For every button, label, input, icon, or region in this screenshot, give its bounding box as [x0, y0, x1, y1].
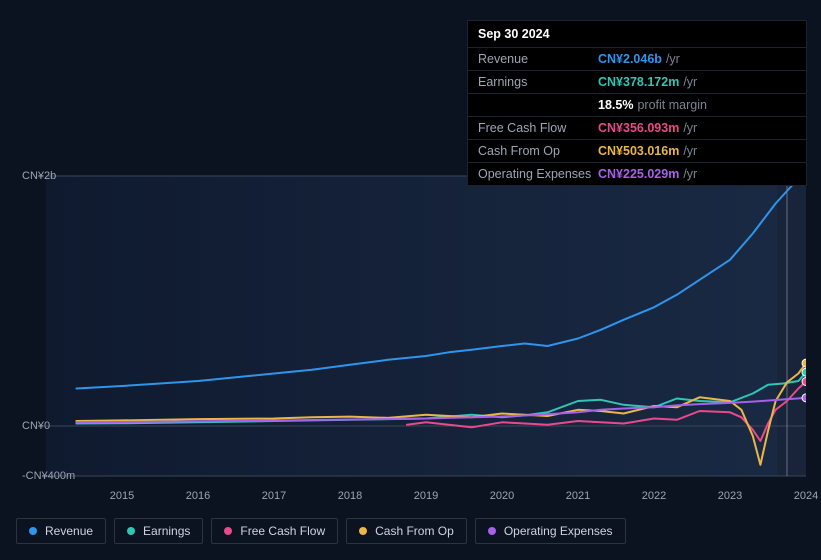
legend-item[interactable]: Earnings: [114, 518, 203, 544]
legend: Revenue Earnings Free Cash Flow Cash From O…: [16, 518, 626, 544]
legend-item[interactable]: Free Cash Flow: [211, 518, 338, 544]
tooltip-row-label: Earnings: [478, 75, 598, 89]
tooltip-row: EarningsCN¥378.172m/yr: [468, 70, 806, 93]
legend-label: Earnings: [143, 524, 190, 538]
legend-label: Operating Expenses: [504, 524, 613, 538]
tooltip-row-label: Cash From Op: [478, 144, 598, 158]
tooltip-row-unit: /yr: [683, 121, 697, 135]
tooltip-row: Cash From OpCN¥503.016m/yr: [468, 139, 806, 162]
legend-label: Cash From Op: [375, 524, 454, 538]
tooltip-panel: Sep 30 2024 RevenueCN¥2.046b/yrEarningsC…: [467, 20, 807, 186]
tooltip-row-value: 18.5%: [598, 98, 633, 112]
legend-item[interactable]: Operating Expenses: [475, 518, 626, 544]
tooltip-row-value: CN¥503.016m: [598, 144, 679, 158]
x-tick-label: 2022: [642, 490, 666, 502]
tooltip-row-unit: /yr: [666, 52, 680, 66]
tooltip-row-label: Free Cash Flow: [478, 121, 598, 135]
legend-dot-icon: [224, 527, 232, 535]
x-tick-label: 2021: [566, 490, 590, 502]
tooltip-row-unit: /yr: [683, 167, 697, 181]
tooltip-row: 18.5% profit margin: [468, 93, 806, 116]
x-tick-label: 2023: [718, 490, 742, 502]
chart-svg: [16, 158, 806, 483]
tooltip-row-unit: /yr: [683, 144, 697, 158]
y-tick-label: CN¥2b: [22, 170, 56, 182]
x-tick-label: 2015: [110, 490, 134, 502]
x-tick-label: 2020: [490, 490, 514, 502]
tooltip-row-unit: profit margin: [637, 98, 706, 112]
tooltip-row-label: Revenue: [478, 52, 598, 66]
legend-label: Free Cash Flow: [240, 524, 325, 538]
y-tick-label: -CN¥400m: [22, 470, 75, 482]
tooltip-row: Operating ExpensesCN¥225.029m/yr: [468, 162, 806, 185]
x-tick-label: 2024: [794, 490, 818, 502]
tooltip-row-label: Operating Expenses: [478, 167, 598, 181]
legend-label: Revenue: [45, 524, 93, 538]
legend-item[interactable]: Revenue: [16, 518, 106, 544]
tooltip-row: RevenueCN¥2.046b/yr: [468, 47, 806, 70]
x-tick-label: 2018: [338, 490, 362, 502]
tooltip-row: Free Cash FlowCN¥356.093m/yr: [468, 116, 806, 139]
x-tick-label: 2017: [262, 490, 286, 502]
tooltip-row-unit: /yr: [683, 75, 697, 89]
chart-area[interactable]: CN¥2bCN¥0-CN¥400m 2015201620172018201920…: [16, 158, 806, 483]
x-tick-label: 2016: [186, 490, 210, 502]
legend-dot-icon: [488, 527, 496, 535]
tooltip-rows: RevenueCN¥2.046b/yrEarningsCN¥378.172m/y…: [468, 47, 806, 185]
legend-dot-icon: [127, 527, 135, 535]
y-tick-label: CN¥0: [22, 420, 50, 432]
legend-dot-icon: [359, 527, 367, 535]
chart-container: Sep 30 2024 RevenueCN¥2.046b/yrEarningsC…: [0, 0, 821, 560]
legend-item[interactable]: Cash From Op: [346, 518, 467, 544]
tooltip-row-value: CN¥378.172m: [598, 75, 679, 89]
tooltip-date: Sep 30 2024: [468, 21, 806, 47]
tooltip-row-value: CN¥2.046b: [598, 52, 662, 66]
tooltip-row-value: CN¥356.093m: [598, 121, 679, 135]
tooltip-row-value: CN¥225.029m: [598, 167, 679, 181]
x-tick-label: 2019: [414, 490, 438, 502]
legend-dot-icon: [29, 527, 37, 535]
